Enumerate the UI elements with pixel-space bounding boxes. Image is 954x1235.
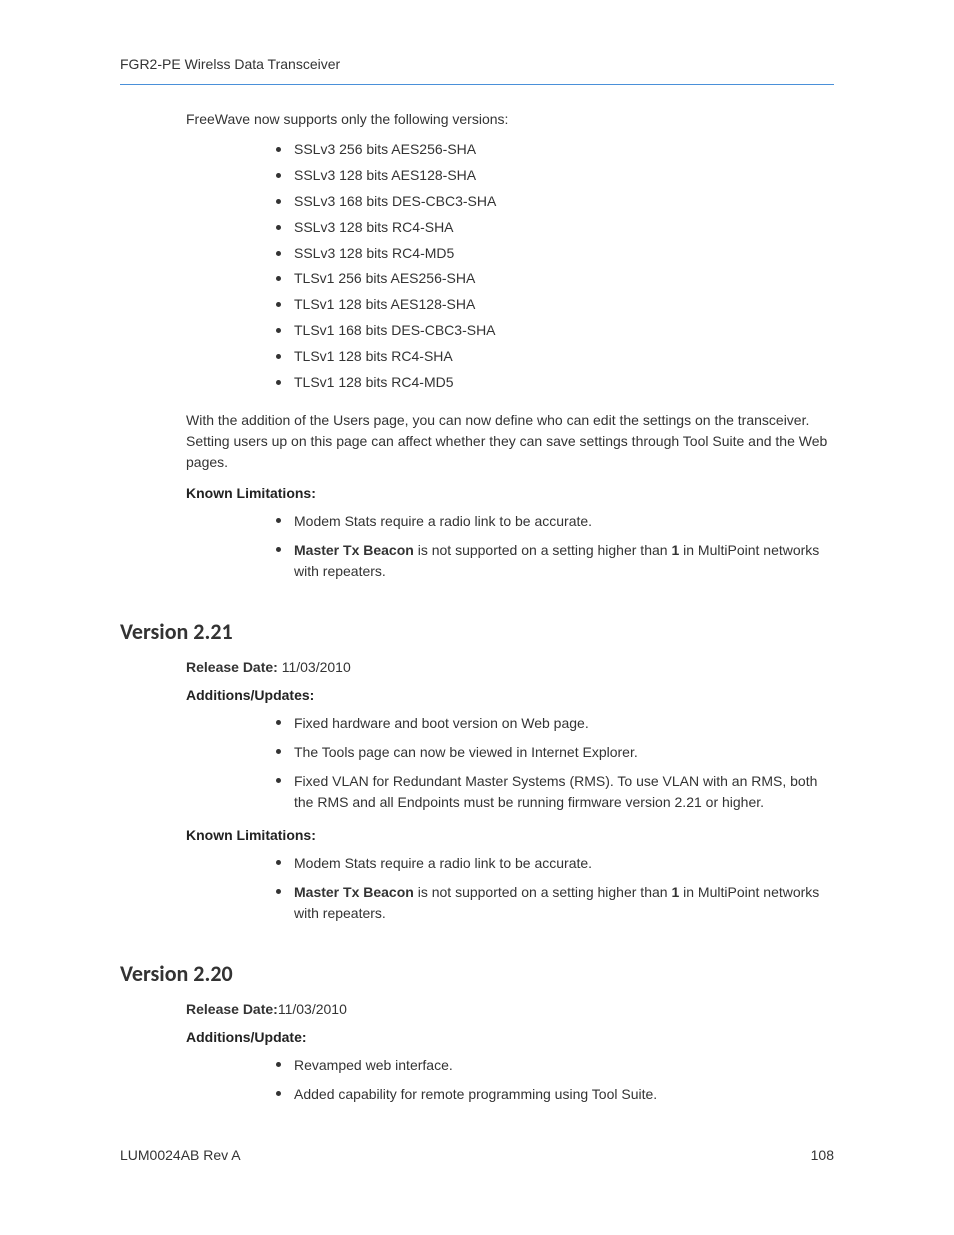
list-item: Master Tx Beacon is not supported on a s… [276,882,834,924]
release-date-value: 11/03/2010 [278,659,351,675]
limitations-list-top: Modem Stats require a radio link to be a… [186,511,834,582]
list-item: Added capability for remote programming … [276,1084,834,1105]
list-item: TLSv1 168 bits DES-CBC3-SHA [276,318,834,344]
list-item: TLSv1 256 bits AES256-SHA [276,266,834,292]
list-item: SSLv3 128 bits AES128-SHA [276,163,834,189]
list-item: The Tools page can now be viewed in Inte… [276,742,834,763]
list-item: Modem Stats require a radio link to be a… [276,511,834,532]
version-221-content: Release Date: 11/03/2010 Additions/Updat… [120,659,834,924]
list-item: Master Tx Beacon is not supported on a s… [276,540,834,582]
list-item: SSLv3 128 bits RC4-SHA [276,215,834,241]
known-limitations-label: Known Limitations: [186,827,834,843]
additions-label: Additions/Updates: [186,687,834,703]
additions-label: Additions/Update: [186,1029,834,1045]
text: is not supported on a setting higher tha… [414,542,672,558]
list-item: Fixed VLAN for Redundant Master Systems … [276,771,834,813]
list-item: Modem Stats require a radio link to be a… [276,853,834,874]
list-item: TLSv1 128 bits AES128-SHA [276,292,834,318]
list-item: SSLv3 256 bits AES256-SHA [276,137,834,163]
page-header: FGR2-PE Wirelss Data Transceiver [120,56,834,85]
list-item: Revamped web interface. [276,1055,834,1076]
v220-updates-list: Revamped web interface. Added capability… [186,1055,834,1105]
footer-doc-id: LUM0024AB Rev A [120,1147,241,1163]
list-item: SSLv3 128 bits RC4-MD5 [276,241,834,267]
list-item: Fixed hardware and boot version on Web p… [276,713,834,734]
release-date-line: Release Date:11/03/2010 [186,1001,834,1017]
release-date-line: Release Date: 11/03/2010 [186,659,834,675]
version-220-content: Release Date:11/03/2010 Additions/Update… [120,1001,834,1105]
page-footer: LUM0024AB Rev A 108 [120,1147,834,1163]
version-221-heading: Version 2.21 [120,618,834,645]
intro-text: FreeWave now supports only the following… [186,111,834,127]
release-date-label: Release Date: [186,659,278,675]
v221-updates-list: Fixed hardware and boot version on Web p… [186,713,834,813]
list-item: TLSv1 128 bits RC4-SHA [276,344,834,370]
footer-page-number: 108 [811,1147,834,1163]
release-date-value: 11/03/2010 [278,1001,347,1017]
page-content: FreeWave now supports only the following… [120,111,834,582]
text: is not supported on a setting higher tha… [414,884,672,900]
release-date-label: Release Date: [186,1001,278,1017]
users-paragraph: With the addition of the Users page, you… [186,410,834,473]
list-item: SSLv3 168 bits DES-CBC3-SHA [276,189,834,215]
supported-versions-list: SSLv3 256 bits AES256-SHA SSLv3 128 bits… [186,137,834,396]
version-220-heading: Version 2.20 [120,960,834,987]
v221-limitations-list: Modem Stats require a radio link to be a… [186,853,834,924]
bold-text: Master Tx Beacon [294,884,414,900]
known-limitations-label: Known Limitations: [186,485,834,501]
list-item: TLSv1 128 bits RC4-MD5 [276,370,834,396]
bold-text: Master Tx Beacon [294,542,414,558]
